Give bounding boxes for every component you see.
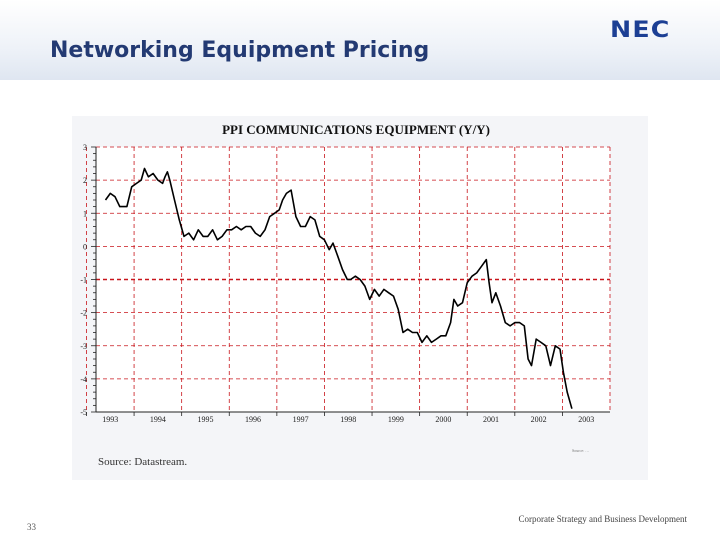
y-tick-label: 3: [83, 143, 87, 152]
x-tick-label: 2003: [578, 415, 594, 424]
chart-title: PPI COMMUNICATIONS EQUIPMENT (Y/Y): [222, 122, 490, 137]
x-tick-label: 1999: [388, 415, 404, 424]
gridlines: [86, 146, 611, 413]
x-tick-label: 1993: [102, 415, 118, 424]
y-tick-label: -3: [80, 342, 87, 351]
x-tick-label: 1997: [293, 415, 309, 424]
x-tick-label: 2001: [483, 415, 499, 424]
chart-source: Source: Datastream.: [98, 456, 188, 468]
x-tick-label: 1998: [340, 415, 356, 424]
footer-text: Corporate Strategy and Business Developm…: [518, 514, 687, 524]
tick-labels: -5 -4 -3 -2 -1 0 1 2 3 1993 1994 1995 1996 1997 1998 19…: [80, 143, 594, 424]
series-line: [104, 167, 573, 409]
chart-panel: PPI COMMUNICATIONS EQUIPMENT (Y/Y) -5 -4-…: [72, 116, 648, 480]
x-tick-label: 1996: [245, 415, 261, 424]
nec-logo: NEC: [610, 18, 671, 43]
series-layer: [104, 167, 573, 409]
y-tick-label: 1: [83, 209, 87, 218]
y-tick-label: -4: [80, 375, 87, 384]
slide-title: Networking Equipment Pricing: [50, 38, 430, 63]
y-tick-label: -5: [80, 408, 87, 417]
y-tick-label: -2: [80, 309, 87, 318]
x-tick-label: 2000: [435, 415, 451, 424]
page-number: 33: [27, 522, 36, 532]
title-band: [0, 0, 720, 80]
x-tick-label: 1995: [197, 415, 213, 424]
chart-credit: Source: …: [572, 448, 590, 453]
ppi-chart: PPI COMMUNICATIONS EQUIPMENT (Y/Y) -5-4-…: [80, 122, 611, 424]
y-tick-label: -1: [80, 276, 87, 285]
y-tick-label: 2: [83, 176, 87, 185]
x-tick-label: 1994: [150, 415, 166, 424]
y-tick-label: 0: [83, 242, 87, 251]
axes: [86, 146, 610, 416]
x-tick-label: 2002: [531, 415, 547, 424]
